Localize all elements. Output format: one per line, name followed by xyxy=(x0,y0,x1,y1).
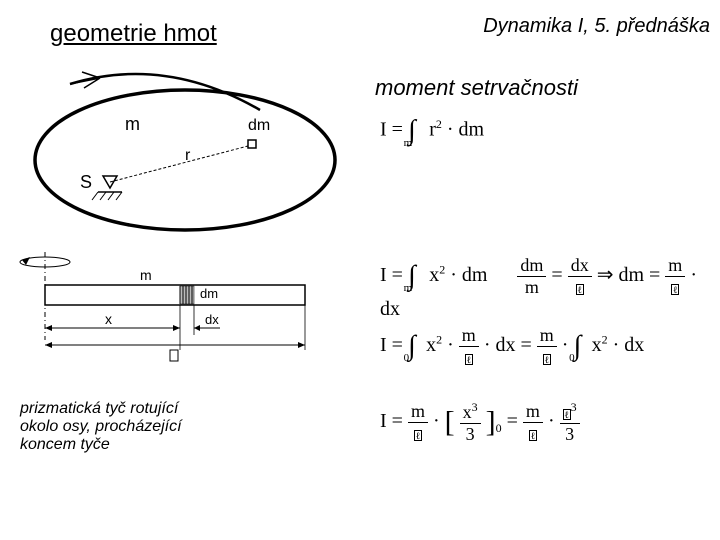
ellipse-diagram: m dm r S xyxy=(10,70,350,240)
rod-label-dx: dx xyxy=(205,312,219,327)
label-m: m xyxy=(125,114,140,134)
rod-label-m: m xyxy=(140,267,152,283)
lecture-label: Dynamika I, 5. přednáška xyxy=(483,15,710,38)
formula-2: I = ∫m x2 · dm dmm = dxℓ ⇒ dm = mℓ · dx xyxy=(380,255,720,321)
caption: prizmatická tyč rotující okolo osy, proc… xyxy=(20,400,220,454)
formula-3: I = ∫0 x2 · mℓ · dx = mℓ · ∫0 x2 · dx xyxy=(380,325,644,368)
formula-general: I = ∫m r2 · dm xyxy=(380,115,484,147)
subtitle: moment setrvačnosti xyxy=(375,75,578,101)
label-S: S xyxy=(80,172,92,192)
formula-4: I = mℓ · [ x33 ]0 = mℓ · ℓ33 xyxy=(380,400,580,445)
rod-label-dm: dm xyxy=(200,286,218,301)
label-r: r xyxy=(185,147,191,164)
page-title: geometrie hmot xyxy=(50,20,217,48)
label-dm: dm xyxy=(248,117,270,134)
rod-diagram: m dm x dx xyxy=(10,250,330,390)
rod-label-x: x xyxy=(105,311,112,327)
